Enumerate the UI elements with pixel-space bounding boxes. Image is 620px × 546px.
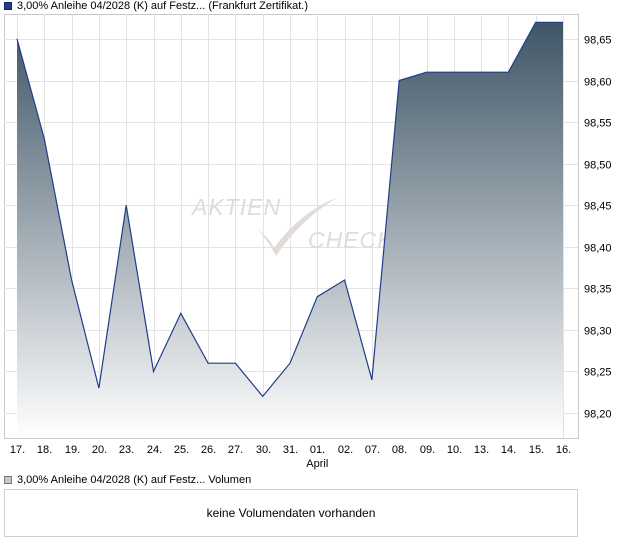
price-legend-swatch bbox=[4, 2, 12, 10]
y-tick-label: 98,35 bbox=[584, 284, 612, 296]
x-month-label: April bbox=[306, 458, 328, 470]
x-tick-label: 18. bbox=[37, 444, 52, 456]
y-tick-label: 98,65 bbox=[584, 35, 612, 47]
volume-legend-swatch bbox=[4, 476, 12, 484]
y-tick-label: 98,20 bbox=[584, 409, 612, 421]
volume-empty-message: keine Volumendaten vorhanden bbox=[206, 506, 376, 520]
x-tick-label: 09. bbox=[420, 444, 435, 456]
x-tick-label: 13. bbox=[474, 444, 489, 456]
volume-legend-label: 3,00% Anleihe 04/2028 (K) auf Festz... V… bbox=[17, 474, 252, 486]
price-legend: 3,00% Anleihe 04/2028 (K) auf Festz... (… bbox=[4, 0, 308, 12]
watermark-check-icon bbox=[258, 197, 338, 256]
x-tick-label: 10. bbox=[447, 444, 462, 456]
x-axis-ticks: 17. 18. 19. 20. 23. 24. 25. 26. 27. 30. 31. 01. 02. 0… bbox=[10, 444, 571, 470]
y-tick-label: 98,25 bbox=[584, 367, 612, 379]
x-tick-label: 25. bbox=[174, 444, 189, 456]
price-chart: AKTIEN CHECK 98,2098,2598,3098,3598,4098… bbox=[4, 14, 612, 470]
price-area-fill bbox=[17, 22, 563, 439]
y-tick-label: 98,55 bbox=[584, 118, 612, 130]
y-axis-ticks: 98,20 98,25 98,30 98,35 98,40 98,45 98,50 98,55… bbox=[584, 35, 612, 421]
x-tick-label: 02. bbox=[338, 444, 353, 456]
y-tick-label: 98,50 bbox=[584, 160, 612, 172]
y-tick-label: 98,60 bbox=[584, 77, 612, 89]
price-legend-label: 3,00% Anleihe 04/2028 (K) auf Festz... (… bbox=[17, 0, 309, 12]
x-tick-label: 15. bbox=[529, 444, 544, 456]
x-tick-label: 26. bbox=[201, 444, 216, 456]
watermark-text-1: AKTIEN bbox=[190, 194, 281, 220]
x-tick-label: 30. bbox=[256, 444, 271, 456]
price-line bbox=[16, 21, 563, 398]
volume-legend: 3,00% Anleihe 04/2028 (K) auf Festz... V… bbox=[4, 474, 251, 486]
x-tick-label: 08. bbox=[392, 444, 407, 456]
volume-panel: keine Volumendaten vorhanden bbox=[4, 489, 578, 537]
x-tick-label: 01. bbox=[310, 444, 325, 456]
aktiencheck-watermark: AKTIEN CHECK bbox=[190, 194, 394, 256]
plot-area bbox=[4, 14, 579, 439]
y-tick-label: 98,45 bbox=[584, 201, 612, 213]
watermark-text-2: CHECK bbox=[308, 227, 394, 253]
x-tick-label: 16. bbox=[556, 444, 571, 456]
x-tick-label: 31. bbox=[283, 444, 298, 456]
y-tick-label: 98,40 bbox=[584, 243, 612, 255]
x-tick-label: 14. bbox=[501, 444, 516, 456]
x-tick-label: 20. bbox=[92, 444, 107, 456]
x-tick-label: 19. bbox=[65, 444, 80, 456]
x-tick-label: 17. bbox=[10, 444, 25, 456]
x-tick-label: 23. bbox=[119, 444, 134, 456]
x-tick-label: 24. bbox=[147, 444, 162, 456]
x-tick-label: 07. bbox=[365, 444, 380, 456]
y-tick-label: 98,30 bbox=[584, 326, 612, 338]
x-tick-label: 27. bbox=[228, 444, 243, 456]
